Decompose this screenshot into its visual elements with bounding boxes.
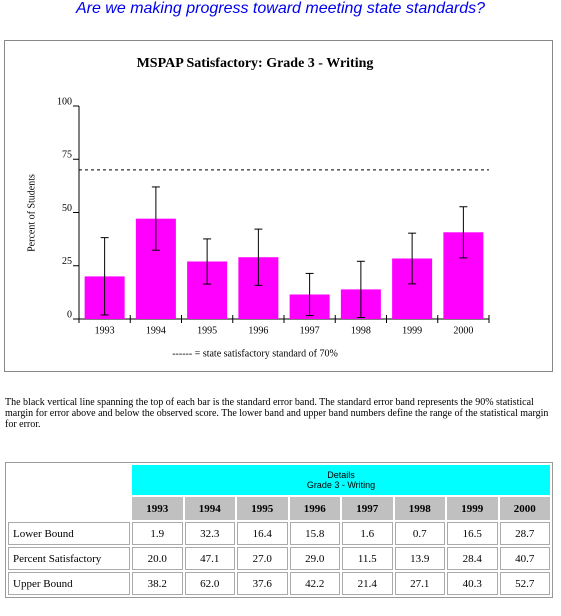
table-cell: 27.1 — [394, 572, 445, 595]
table-cell: 52.7 — [499, 572, 550, 595]
table-cell: 40.7 — [499, 547, 550, 570]
y-tick-label: 50 — [62, 203, 72, 214]
table-cell: 16.4 — [237, 522, 288, 545]
chart-title: MSPAP Satisfactory: Grade 3 - Writing — [137, 56, 374, 71]
table-cell: 62.0 — [184, 572, 235, 595]
table-caption: Details Grade 3 - Writing — [132, 465, 550, 495]
details-table: Details Grade 3 - Writing 1993 1994 1995 1996… — [5, 462, 553, 598]
y-tick-label: 0 — [67, 309, 72, 320]
column-header: 1999 — [447, 497, 498, 520]
table-cell: 1.6 — [342, 522, 393, 545]
caption-line: Details — [327, 470, 355, 480]
x-tick-label: 1995 — [197, 325, 217, 336]
y-axis-label: Percent of Students — [26, 174, 37, 252]
table-cell: 11.5 — [342, 547, 393, 570]
x-tick-label: 1997 — [300, 325, 320, 336]
table-cell: 20.0 — [132, 547, 183, 570]
column-header: 2000 — [499, 497, 550, 520]
table-cell: 42.2 — [289, 572, 340, 595]
table-cell: 38.2 — [132, 572, 183, 595]
y-tick-label: 100 — [57, 96, 72, 107]
table-cell: 37.6 — [237, 572, 288, 595]
blank-cell — [8, 465, 130, 520]
row-label: Percent Satisfactory — [8, 547, 130, 570]
table-row: Lower Bound 1.9 32.3 16.4 15.8 1.6 0.7 16.5 28.7 — [8, 522, 550, 545]
y-tick-label: 25 — [62, 256, 72, 267]
table-cell: 1.9 — [132, 522, 183, 545]
x-tick-label: 2000 — [453, 325, 473, 336]
table-cell: 27.0 — [237, 547, 288, 570]
x-tick-label: 1999 — [402, 325, 422, 336]
table-cell: 28.4 — [447, 547, 498, 570]
y-tick-label: 75 — [62, 150, 72, 161]
caption-line: Grade 3 - Writing — [306, 480, 376, 490]
paragraph: The black vertical line spanning the top… — [5, 397, 549, 430]
table-cell: 15.8 — [289, 522, 340, 545]
table-cell: 32.3 — [184, 522, 235, 545]
table-cell: 0.7 — [394, 522, 445, 545]
table-row: 1993 1994 1995 1996 1997 1998 1999 2000 — [8, 497, 550, 520]
heading: Are we making progress toward meeting st… — [75, 0, 486, 17]
x-tick-label: 1998 — [351, 325, 371, 336]
column-header: 1994 — [184, 497, 235, 520]
annotation: ------ = state satisfactory standard of … — [172, 348, 338, 359]
chart: MSPAP Satisfactory: Grade 3 - Writing Pe… — [4, 40, 553, 372]
column-header: 1996 — [289, 497, 340, 520]
table-cell: 21.4 — [342, 572, 393, 595]
table-row: Percent Satisfactory 20.0 47.1 27.0 29.0 11.5… — [8, 547, 550, 570]
column-header: 1993 — [132, 497, 183, 520]
table-cell: 29.0 — [289, 547, 340, 570]
table-cell: 16.5 — [447, 522, 498, 545]
table-cell: 28.7 — [499, 522, 550, 545]
table-cell: 47.1 — [184, 547, 235, 570]
row-label: Upper Bound — [8, 572, 130, 595]
column-header: 1995 — [237, 497, 288, 520]
column-header: 1998 — [394, 497, 445, 520]
x-tick-label: 1996 — [248, 325, 268, 336]
row-label: Lower Bound — [8, 522, 130, 545]
column-header: 1997 — [342, 497, 393, 520]
table-cell: 13.9 — [394, 547, 445, 570]
x-tick-label: 1993 — [95, 325, 115, 336]
table-cell: 40.3 — [447, 572, 498, 595]
table-row: Details Grade 3 - Writing — [8, 465, 550, 495]
table-row: Upper Bound 38.2 62.0 37.6 42.2 21.4 27.1 40.3 5… — [8, 572, 550, 595]
x-tick-label: 1994 — [146, 325, 166, 336]
